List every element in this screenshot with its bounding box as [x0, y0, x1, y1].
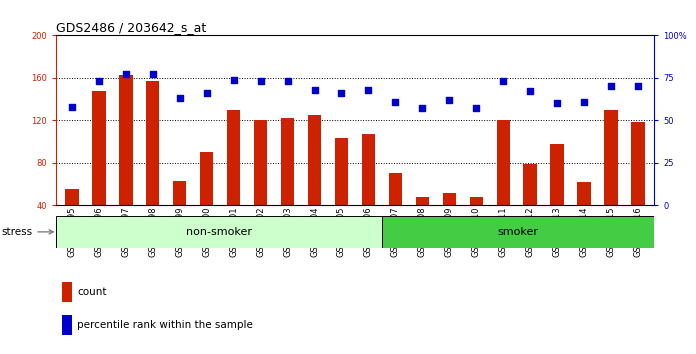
Point — [174, 96, 185, 101]
Point — [255, 79, 266, 84]
Bar — [65, 189, 79, 248]
Point — [282, 79, 293, 84]
Bar — [470, 197, 483, 248]
Point — [93, 79, 104, 84]
Point — [309, 87, 320, 93]
Text: smoker: smoker — [498, 227, 539, 237]
Point — [228, 77, 239, 82]
Point — [147, 72, 158, 77]
Bar — [254, 120, 267, 248]
Point — [417, 105, 428, 111]
Bar — [523, 164, 537, 248]
Bar — [551, 144, 564, 248]
Bar — [146, 81, 159, 248]
Bar — [604, 110, 618, 248]
Bar — [227, 110, 240, 248]
Point — [633, 84, 644, 89]
Point — [201, 90, 212, 96]
Point — [390, 99, 401, 104]
Bar — [496, 120, 510, 248]
Bar — [62, 282, 72, 302]
Bar — [92, 91, 106, 248]
Text: count: count — [77, 287, 106, 297]
Bar — [280, 118, 294, 248]
Point — [525, 88, 536, 94]
Bar — [173, 181, 187, 248]
Text: percentile rank within the sample: percentile rank within the sample — [77, 320, 253, 330]
Text: stress: stress — [1, 227, 54, 237]
Text: GDS2486 / 203642_s_at: GDS2486 / 203642_s_at — [56, 21, 206, 34]
Point — [498, 79, 509, 84]
Point — [552, 101, 563, 106]
Point — [120, 72, 132, 77]
Point — [470, 105, 482, 111]
Bar — [308, 115, 322, 248]
Point — [66, 104, 77, 110]
Point — [444, 97, 455, 103]
Bar — [578, 182, 591, 248]
Point — [363, 87, 374, 93]
Point — [606, 84, 617, 89]
Bar — [62, 315, 72, 335]
Bar — [56, 216, 382, 248]
Text: non-smoker: non-smoker — [186, 227, 252, 237]
Point — [336, 90, 347, 96]
Bar — [631, 122, 644, 248]
Point — [578, 99, 590, 104]
Bar — [443, 193, 456, 248]
Bar — [119, 75, 132, 248]
Bar — [200, 152, 214, 248]
Bar — [382, 216, 654, 248]
Bar — [388, 173, 402, 248]
Bar — [362, 134, 375, 248]
Bar — [335, 138, 348, 248]
Bar — [416, 197, 429, 248]
